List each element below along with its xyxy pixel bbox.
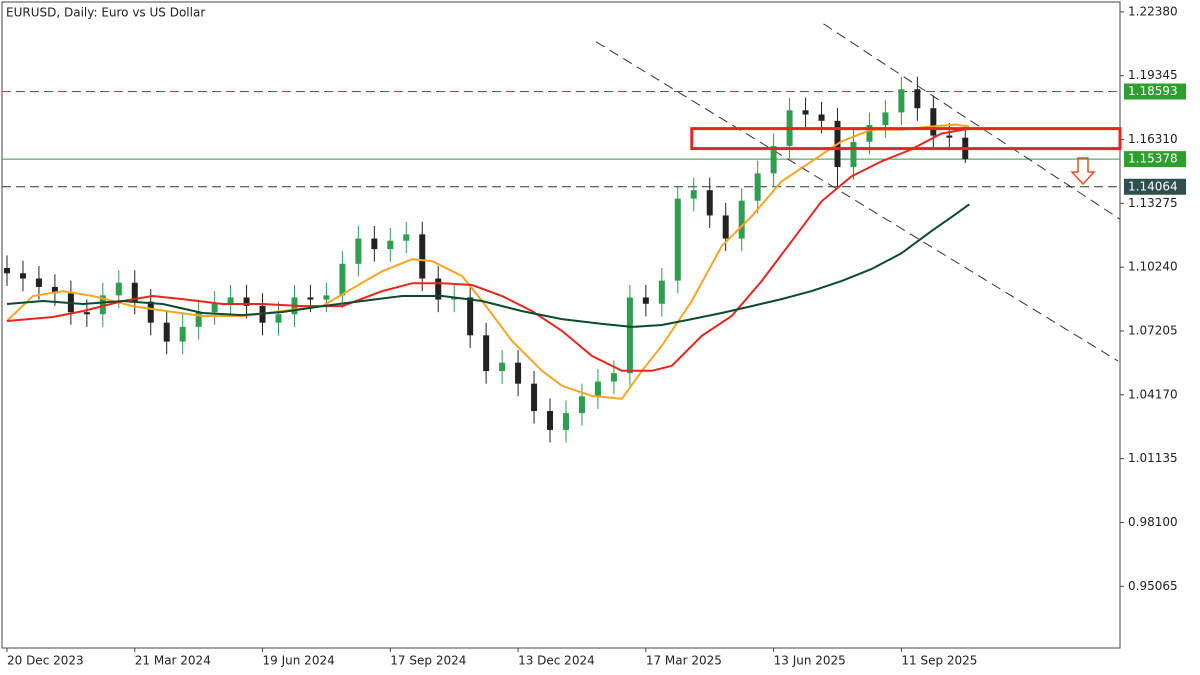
candle-body <box>866 125 873 142</box>
candle-body <box>307 297 314 300</box>
candle-body <box>562 413 569 430</box>
candle-body <box>499 362 506 372</box>
candle-body <box>147 301 154 323</box>
candle-body <box>19 273 26 279</box>
candle-body <box>531 383 538 412</box>
candle-body <box>722 215 729 239</box>
candle-body <box>179 326 186 342</box>
candle-body <box>547 411 554 430</box>
candle-body <box>850 141 857 168</box>
candle-body <box>51 286 58 294</box>
price-badge <box>1124 83 1186 100</box>
plot-frame <box>1 1 1121 649</box>
candle-body <box>339 263 346 296</box>
y-tick-label: 1.10240 <box>1128 260 1178 274</box>
x-tick-label: 17 Sep 2024 <box>390 654 466 668</box>
y-tick-label: 1.07205 <box>1128 323 1178 337</box>
y-tick-label: 0.95065 <box>1128 579 1178 593</box>
x-tick-label: 20 Dec 2023 <box>7 654 84 668</box>
y-tick-label: 1.22380 <box>1128 4 1178 18</box>
y-tick-label: 1.16310 <box>1128 132 1178 146</box>
price-badge-label: 1.14064 <box>1128 179 1178 193</box>
candle-body <box>435 278 442 300</box>
candle-body <box>674 198 681 281</box>
candle-body <box>3 268 10 274</box>
moving-average <box>6 127 970 372</box>
x-tick-label: 13 Dec 2024 <box>518 654 595 668</box>
candle-body <box>195 312 202 327</box>
candle-body <box>227 297 234 304</box>
candle-body <box>211 303 218 313</box>
candle-body <box>578 396 585 414</box>
candle-body <box>930 108 937 136</box>
trendline <box>595 41 1119 362</box>
candle-body <box>243 297 250 306</box>
candle-body <box>403 234 410 241</box>
candle-body <box>323 295 330 300</box>
moving-average <box>6 203 970 328</box>
x-tick-label: 17 Mar 2025 <box>646 654 722 668</box>
candle-body <box>738 200 745 239</box>
candle-body <box>706 190 713 216</box>
x-tick-label: 11 Sep 2025 <box>901 654 977 668</box>
price-badge-label: 1.18593 <box>1128 84 1178 98</box>
x-tick-label: 19 Jun 2024 <box>263 654 335 668</box>
resistance-zone <box>690 127 1122 151</box>
y-tick-label: 0.98100 <box>1128 515 1178 529</box>
y-tick-label: 1.01135 <box>1128 451 1178 465</box>
y-tick-label: 1.19345 <box>1128 68 1178 82</box>
price-badge <box>1124 178 1186 195</box>
x-tick-label: 13 Jun 2025 <box>774 654 846 668</box>
candle-body <box>35 278 42 287</box>
price-badge-label: 1.15378 <box>1128 152 1178 166</box>
candle-body <box>882 112 889 126</box>
candle-body <box>802 110 809 115</box>
y-tick-label: 1.13275 <box>1128 196 1178 210</box>
candle-body <box>610 373 617 382</box>
candle-body <box>914 89 921 109</box>
candle-body <box>626 297 633 374</box>
candle-body <box>754 173 761 201</box>
candle-body <box>355 238 362 264</box>
candle-body <box>99 295 106 315</box>
candle-body <box>371 238 378 250</box>
candle-body <box>690 190 697 199</box>
candle-body <box>115 282 122 296</box>
candle-body <box>898 89 905 113</box>
chart-title: EURUSD, Daily: Euro vs US Dollar <box>6 6 205 20</box>
moving-average <box>6 123 970 400</box>
candle-body <box>658 280 665 304</box>
candle-body <box>594 381 601 397</box>
candle-body <box>818 114 825 121</box>
y-tick-label: 1.04170 <box>1128 387 1178 401</box>
candle-body <box>515 362 522 384</box>
x-tick-label: 21 Mar 2024 <box>135 654 211 668</box>
candle-body <box>387 240 394 250</box>
price-badge <box>1124 151 1186 168</box>
candle-body <box>642 297 649 304</box>
trendline <box>823 23 1121 220</box>
candle-body <box>275 314 282 323</box>
candle-body <box>163 322 170 342</box>
down-arrow <box>1070 157 1096 186</box>
candle-body <box>483 335 490 372</box>
candle-body <box>946 135 953 138</box>
candle-body <box>467 297 474 336</box>
candle-body <box>419 234 426 279</box>
candle-body <box>770 146 777 174</box>
candle-body <box>131 282 138 302</box>
candle-body <box>83 312 90 315</box>
